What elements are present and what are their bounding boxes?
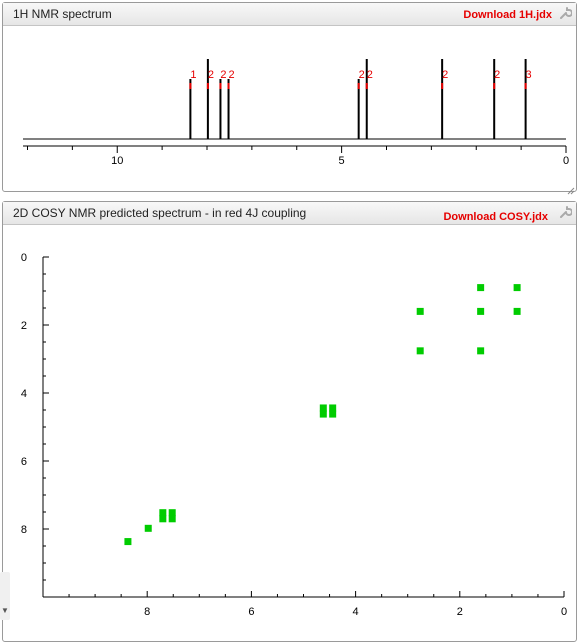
cosy-panel: 2D COSY NMR predicted spectrum - in red … bbox=[2, 201, 577, 642]
cosy-panel-header: 2D COSY NMR predicted spectrum - in red … bbox=[3, 202, 576, 225]
peak-integration-label: 2 bbox=[367, 69, 373, 81]
download-cosy-link[interactable]: Download COSY.jdx bbox=[443, 211, 548, 223]
cosy-cross-peak bbox=[168, 515, 176, 523]
scrollbar[interactable] bbox=[0, 572, 10, 620]
cosy-cross-peak bbox=[477, 307, 485, 315]
peak-integration-label: 2 bbox=[220, 69, 226, 81]
cosy-cross-peak bbox=[159, 515, 167, 523]
nmr-1h-panel: 1H NMR spectrum Download 1H.jdx 10 5 0 1 2 2 2… bbox=[2, 2, 577, 195]
x-tick-label: 0 bbox=[561, 606, 567, 618]
y-tick-label: 8 bbox=[21, 524, 27, 536]
cosy-cross-peak bbox=[168, 509, 176, 517]
y-tick-label: 6 bbox=[21, 456, 27, 468]
peak-integration-label: 3 bbox=[526, 69, 532, 81]
resize-handle-icon[interactable] bbox=[567, 182, 575, 195]
cosy-cross-peak bbox=[513, 284, 521, 292]
y-tick-label: 4 bbox=[21, 388, 27, 400]
cosy-cross-peak bbox=[159, 509, 167, 517]
cosy-cross-peak bbox=[144, 524, 152, 532]
x-tick-label: 0 bbox=[563, 155, 569, 167]
cosy-cross-peak bbox=[329, 404, 337, 412]
nmr-1h-chart: 10 5 01 2 2 2 2 2 2 2 3 bbox=[23, 59, 569, 167]
nmr-1h-panel-title: 1H NMR spectrum bbox=[13, 7, 112, 21]
scroll-down-arrow-icon[interactable]: ▼ bbox=[1, 606, 9, 615]
peak-integration-label: 1 bbox=[190, 69, 196, 81]
peak-integration-label: 2 bbox=[442, 69, 448, 81]
cosy-cross-peak bbox=[124, 538, 132, 546]
x-tick-label: 8 bbox=[144, 606, 150, 618]
cosy-cross-peak bbox=[319, 404, 327, 412]
peak-integration-label: 2 bbox=[228, 69, 234, 81]
wrench-icon[interactable] bbox=[558, 6, 573, 20]
cosy-cross-peak bbox=[477, 347, 485, 355]
x-tick-label: 4 bbox=[353, 606, 359, 618]
download-1h-link[interactable]: Download 1H.jdx bbox=[463, 9, 552, 21]
cosy-cross-peak bbox=[416, 347, 424, 355]
nmr-1h-panel-header: 1H NMR spectrum Download 1H.jdx bbox=[3, 3, 576, 26]
peak-integration-label: 2 bbox=[359, 69, 365, 81]
peak-integration-label: 2 bbox=[208, 69, 214, 81]
cosy-cross-peak bbox=[477, 284, 485, 292]
cosy-panel-title: 2D COSY NMR predicted spectrum - in red … bbox=[13, 206, 307, 220]
peak-integration-label: 2 bbox=[494, 69, 500, 81]
cosy-chart: 0 2 4 6 8 8 6 4 2 0 bbox=[21, 252, 567, 618]
cosy-cross-peak bbox=[329, 410, 337, 418]
cosy-cross-peak bbox=[416, 307, 424, 315]
x-tick-label: 2 bbox=[457, 606, 463, 618]
wrench-icon[interactable] bbox=[558, 205, 573, 219]
cosy-cross-peak bbox=[513, 307, 521, 315]
y-tick-label: 0 bbox=[21, 252, 27, 264]
x-tick-label: 6 bbox=[248, 606, 254, 618]
x-tick-label: 5 bbox=[339, 155, 345, 167]
x-tick-label: 10 bbox=[111, 155, 123, 167]
cosy-cross-peak bbox=[319, 410, 327, 418]
y-tick-label: 2 bbox=[21, 320, 27, 332]
